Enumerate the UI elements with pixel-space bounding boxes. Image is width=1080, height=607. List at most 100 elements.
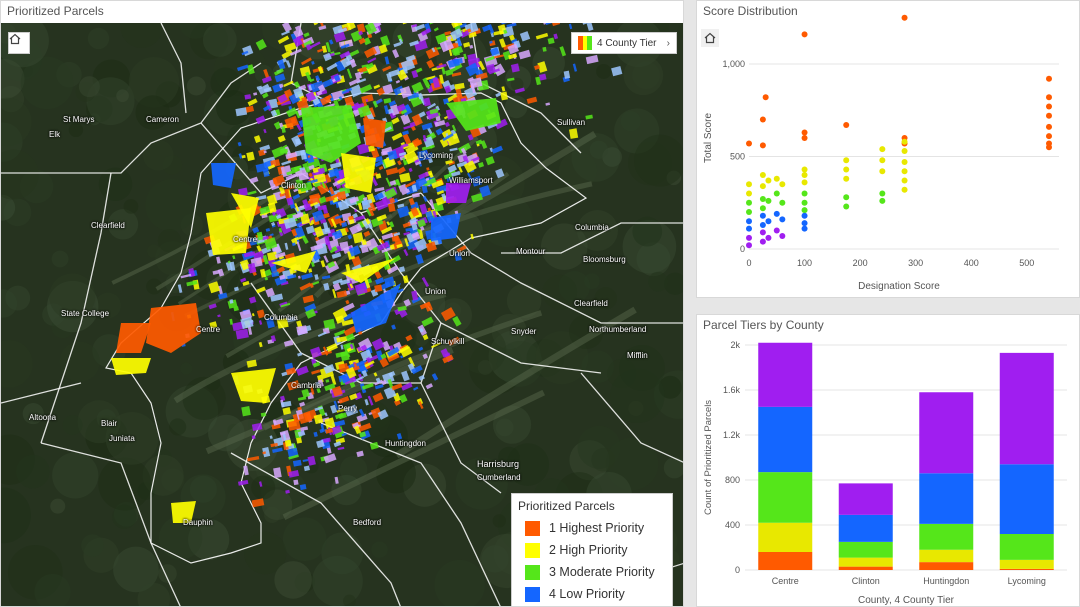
scatter-point[interactable]: [843, 122, 850, 129]
scatter-point[interactable]: [843, 194, 850, 201]
scatter-point[interactable]: [843, 175, 850, 182]
scatter-point[interactable]: [801, 129, 808, 136]
scatter-point[interactable]: [759, 229, 766, 236]
scatter-point[interactable]: [759, 221, 766, 228]
scatter-point[interactable]: [901, 168, 908, 175]
scatter-point[interactable]: [746, 225, 752, 232]
scatter-chart[interactable]: 0 500 1,000 0 100 200 300 400 500 Designation Sco…: [697, 1, 1080, 298]
bar-segment[interactable]: [838, 566, 893, 570]
bar-segment[interactable]: [758, 472, 813, 523]
scatter-point[interactable]: [843, 166, 850, 173]
scatter-point[interactable]: [879, 146, 886, 153]
scatter-home-button[interactable]: [701, 29, 719, 47]
scatter-point[interactable]: [746, 140, 752, 147]
scatter-point[interactable]: [746, 234, 752, 241]
scatter-point[interactable]: [901, 159, 908, 166]
scatter-point[interactable]: [1046, 123, 1052, 130]
stacked-bar-chart[interactable]: 0 400 800 1.2k 1.6k 2k Centre Clinton Huntingdon…: [697, 315, 1080, 607]
scatter-point[interactable]: [879, 190, 886, 197]
bar-segment[interactable]: [919, 523, 974, 550]
bar-segment[interactable]: [919, 562, 974, 570]
scatter-point[interactable]: [801, 31, 808, 38]
scatter-point[interactable]: [779, 216, 786, 223]
scatter-point[interactable]: [746, 218, 752, 225]
scatter-point[interactable]: [779, 181, 786, 188]
scatter-point[interactable]: [773, 210, 780, 217]
scatter-point[interactable]: [1046, 133, 1052, 140]
scatter-point[interactable]: [1046, 144, 1052, 151]
bar-segment[interactable]: [999, 568, 1054, 570]
scatter-point[interactable]: [901, 14, 908, 21]
scatter-point[interactable]: [901, 138, 908, 145]
bar-segment[interactable]: [999, 352, 1054, 465]
scatter-point[interactable]: [879, 157, 886, 164]
scatter-point[interactable]: [765, 177, 772, 184]
scatter-point[interactable]: [759, 196, 766, 203]
bar-segment[interactable]: [999, 464, 1054, 534]
scatter-point[interactable]: [801, 135, 808, 141]
bar-segment[interactable]: [758, 552, 813, 570]
scatter-point[interactable]: [879, 168, 886, 175]
scatter-point[interactable]: [762, 94, 769, 101]
scatter-point[interactable]: [746, 181, 752, 188]
scatter-point[interactable]: [801, 172, 808, 178]
scatter-point[interactable]: [746, 242, 752, 249]
scatter-point[interactable]: [1046, 94, 1052, 101]
bar-segment[interactable]: [838, 514, 893, 542]
scatter-point[interactable]: [1046, 112, 1052, 119]
map-home-button[interactable]: [8, 32, 30, 54]
scatter-point[interactable]: [746, 199, 752, 206]
legend-swatch: [525, 542, 540, 558]
layer-toggle-button[interactable]: 4 County Tier ›: [571, 32, 677, 54]
scatter-point[interactable]: [1046, 75, 1052, 82]
scatter-point[interactable]: [901, 186, 908, 193]
scatter-point[interactable]: [765, 197, 772, 204]
scatter-point[interactable]: [801, 212, 808, 219]
scatter-point[interactable]: [801, 220, 808, 227]
scatter-point[interactable]: [779, 233, 786, 240]
map-view[interactable]: St Marys Elk Cameron Lycoming Sullivan Clinto…: [1, 23, 684, 607]
bar-segment[interactable]: [758, 522, 813, 552]
scatter-point[interactable]: [773, 227, 780, 234]
scatter-point[interactable]: [901, 177, 908, 184]
scatter-point[interactable]: [759, 238, 766, 245]
scatter-point[interactable]: [759, 212, 766, 219]
scatter-point[interactable]: [801, 166, 808, 173]
scatter-point[interactable]: [746, 209, 752, 215]
map-canvas[interactable]: [1, 23, 684, 607]
bar-segment[interactable]: [758, 406, 813, 473]
scatter-point[interactable]: [801, 190, 808, 197]
scatter-point[interactable]: [746, 190, 752, 197]
bar-segment[interactable]: [838, 483, 893, 515]
scatter-point[interactable]: [1046, 103, 1052, 110]
scatter-point[interactable]: [759, 116, 766, 123]
scatter-point[interactable]: [801, 207, 808, 214]
bar-segment[interactable]: [919, 392, 974, 474]
scatter-point[interactable]: [759, 205, 766, 212]
bar-segment[interactable]: [758, 342, 813, 407]
scatter-point[interactable]: [779, 199, 786, 206]
scatter-point[interactable]: [843, 157, 850, 164]
bar-segment[interactable]: [838, 557, 893, 567]
scatter-point[interactable]: [759, 183, 766, 190]
bar-segment[interactable]: [999, 534, 1054, 560]
scatter-point[interactable]: [773, 175, 780, 182]
scatter-point[interactable]: [773, 190, 780, 197]
scatter-point[interactable]: [759, 172, 766, 178]
scatter-point[interactable]: [765, 234, 772, 241]
bar-segment[interactable]: [838, 541, 893, 558]
scatter-point[interactable]: [901, 147, 908, 154]
scatter-point[interactable]: [879, 197, 886, 204]
bar-segment[interactable]: [919, 473, 974, 524]
scatter-point[interactable]: [801, 225, 808, 232]
scatter-point[interactable]: [801, 179, 808, 186]
scatter-point[interactable]: [759, 142, 766, 149]
y-axis-label: Total Score: [703, 113, 714, 163]
legend-label: 4 Low Priority: [549, 587, 625, 601]
scatter-point[interactable]: [843, 203, 850, 210]
bar-segment[interactable]: [999, 559, 1054, 569]
legend-swatch: [525, 586, 540, 602]
scatter-point[interactable]: [801, 199, 808, 206]
scatter-point[interactable]: [765, 218, 772, 225]
bar-segment[interactable]: [919, 549, 974, 563]
